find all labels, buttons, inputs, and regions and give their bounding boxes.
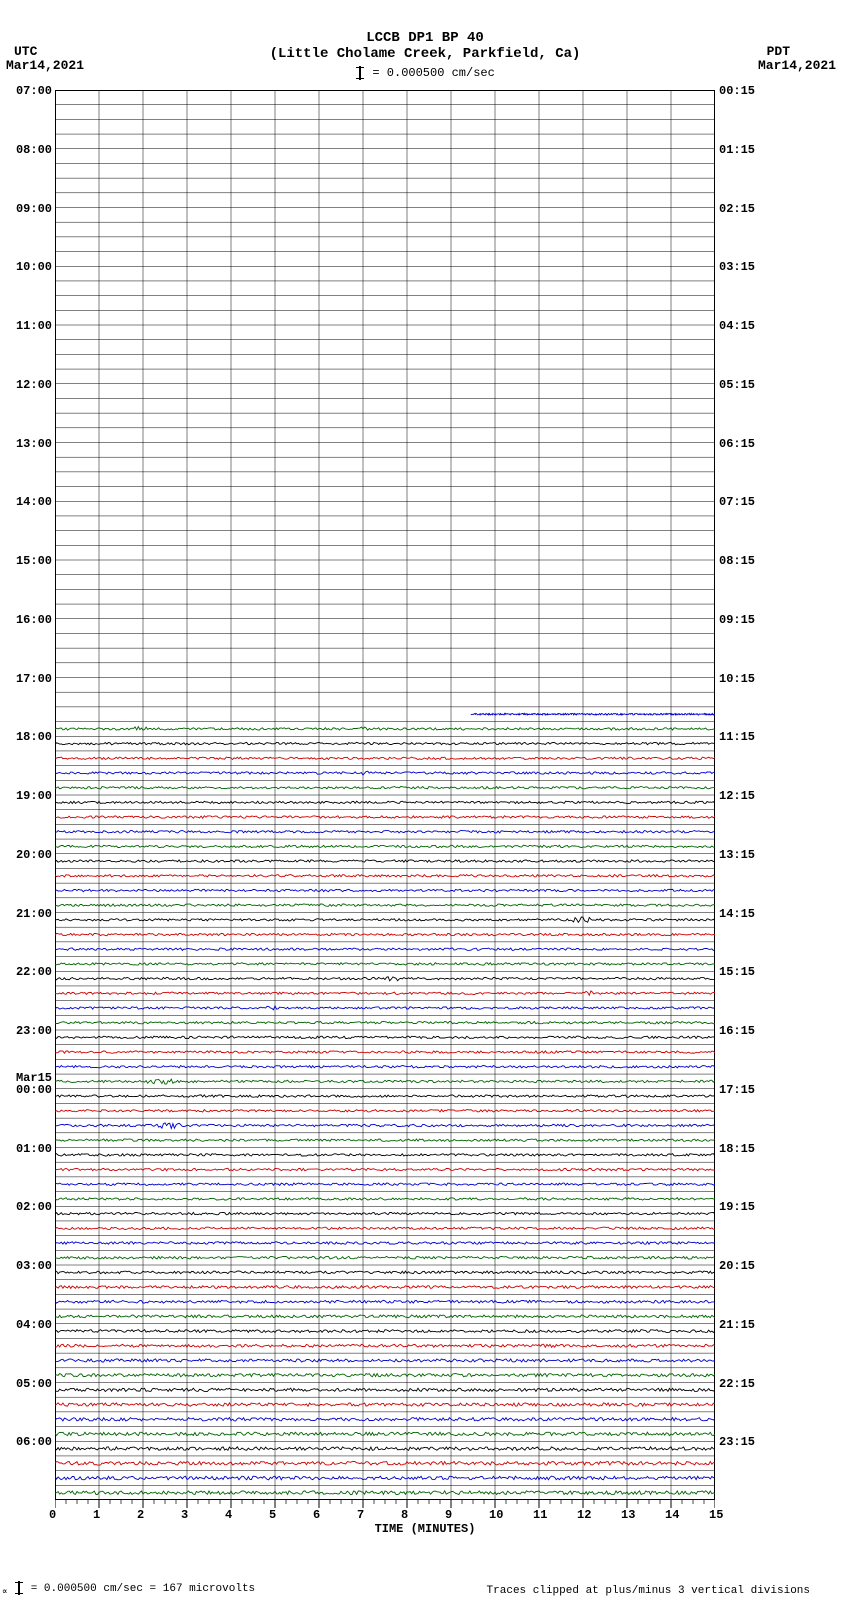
pdt-time-label: 21:15 [719,1318,755,1332]
utc-time-label: 19:00 [6,789,52,803]
pdt-time-label: 04:15 [719,319,755,333]
pdt-time-label: 22:15 [719,1377,755,1391]
pdt-time-label: 14:15 [719,907,755,921]
utc-time-label: 08:00 [6,143,52,157]
pdt-time-label: 06:15 [719,437,755,451]
pdt-time-label: 01:15 [719,143,755,157]
footer-right: Traces clipped at plus/minus 3 vertical … [487,1585,810,1597]
utc-time-label: 10:00 [6,260,52,274]
pdt-time-label: 15:15 [719,965,755,979]
chart-header: LCCB DP1 BP 40 (Little Cholame Creek, Pa… [0,30,850,80]
utc-time-label: 03:00 [6,1259,52,1273]
utc-time-label: 15:00 [6,554,52,568]
pdt-time-label: 13:15 [719,848,755,862]
seismogram-plot [55,90,715,1500]
utc-time-label: 17:00 [6,672,52,686]
pdt-time-label: 16:15 [719,1024,755,1038]
utc-time-label: 16:00 [6,613,52,627]
pdt-time-label: 11:15 [719,730,755,744]
pdt-time-label: 17:15 [719,1083,755,1097]
pdt-time-label: 19:15 [719,1200,755,1214]
pdt-time-label: 00:15 [719,84,755,98]
pdt-time-label: 20:15 [719,1259,755,1273]
scale-indicator: = 0.000500 cm/sec [0,66,850,80]
seismogram-svg [55,90,715,1500]
pdt-time-label: 23:15 [719,1435,755,1449]
utc-time-label: 23:00 [6,1024,52,1038]
utc-time-label: 12:00 [6,378,52,392]
tz-left-label: UTC [14,44,37,59]
utc-time-label: 07:00 [6,84,52,98]
utc-time-label: 00:00 [6,1083,52,1097]
utc-time-label: 02:00 [6,1200,52,1214]
pdt-time-label: 18:15 [719,1142,755,1156]
tz-right-label: PDT [767,44,790,59]
pdt-time-label: 05:15 [719,378,755,392]
utc-time-label: 06:00 [6,1435,52,1449]
date-right-label: Mar14,2021 [758,58,836,73]
scale-bar-icon [18,1581,20,1595]
utc-time-label: 13:00 [6,437,52,451]
chart-subtitle: (Little Cholame Creek, Parkfield, Ca) [0,46,850,62]
utc-time-label: 09:00 [6,202,52,216]
utc-time-label: 01:00 [6,1142,52,1156]
pdt-time-label: 02:15 [719,202,755,216]
pdt-time-label: 03:15 [719,260,755,274]
pdt-time-label: 12:15 [719,789,755,803]
utc-time-label: 20:00 [6,848,52,862]
x-axis-ticks [55,1500,715,1518]
utc-time-label: 11:00 [6,319,52,333]
chart-title: LCCB DP1 BP 40 [0,30,850,46]
scale-bar-icon [359,66,361,80]
footer-left: ∝ = 0.000500 cm/sec = 167 microvolts [2,1581,255,1597]
utc-time-label: 14:00 [6,495,52,509]
footer-left-text: = 0.000500 cm/sec = 167 microvolts [24,1583,255,1595]
pdt-time-label: 07:15 [719,495,755,509]
pdt-time-label: 10:15 [719,672,755,686]
scale-text: = 0.000500 cm/sec [365,66,495,80]
utc-time-label: 22:00 [6,965,52,979]
utc-time-label: 05:00 [6,1377,52,1391]
pdt-time-label: 08:15 [719,554,755,568]
utc-time-label: 18:00 [6,730,52,744]
utc-time-label: 04:00 [6,1318,52,1332]
date-left-label: Mar14,2021 [6,58,84,73]
x-axis-title: TIME (MINUTES) [0,1522,850,1536]
utc-time-label: 21:00 [6,907,52,921]
pdt-time-label: 09:15 [719,613,755,627]
